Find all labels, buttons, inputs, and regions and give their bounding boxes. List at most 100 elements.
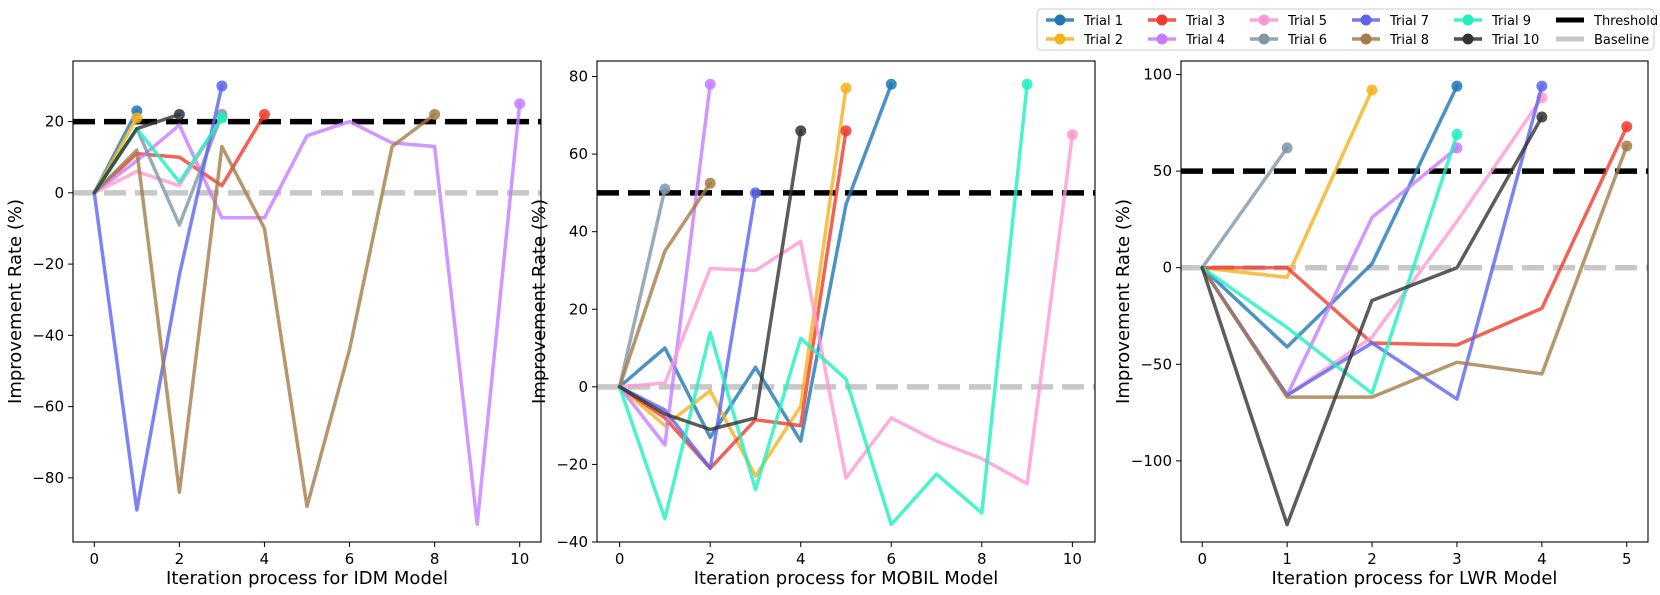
x-tick-label: 4 — [260, 550, 270, 568]
series-line-trial-3 — [617, 129, 848, 471]
legend-marker-trial-9 — [1462, 14, 1474, 26]
series-line-trial-8 — [1200, 144, 1629, 399]
plot-area — [597, 78, 1095, 527]
x-tick-label: 2 — [1367, 550, 1377, 568]
y-tick-label: 20 — [569, 300, 588, 318]
x-tick-label: 0 — [615, 550, 625, 568]
y-tick-label: −60 — [32, 398, 64, 416]
x-tick-label: 2 — [175, 550, 185, 568]
series-line-trial-5 — [1200, 95, 1544, 397]
legend-label-trial-7: Trial 7 — [1389, 14, 1429, 29]
x-axis-label: Iteration process for MOBIL Model — [694, 568, 999, 589]
y-axis-label: Improvement Rate (%) — [529, 199, 550, 404]
series-end-marker-trial-8 — [704, 177, 716, 189]
series-line-trial-10 — [1200, 115, 1544, 527]
x-tick-label: 0 — [89, 550, 99, 568]
series-end-marker-trial-4 — [704, 78, 716, 90]
series-end-marker-trial-7 — [749, 187, 761, 199]
series-end-marker-trial-7 — [1536, 80, 1548, 92]
x-tick-label: 1 — [1282, 550, 1292, 568]
series-line-trial-5 — [617, 132, 1075, 486]
y-tick-label: 40 — [569, 223, 588, 241]
y-tick-label: −100 — [1131, 452, 1172, 470]
series-end-marker-trial-7 — [216, 80, 228, 92]
legend-marker-trial-4 — [1156, 33, 1168, 45]
x-tick-label: 2 — [705, 550, 715, 568]
legend-marker-trial-7 — [1360, 14, 1372, 26]
series-line-trial-9 — [1200, 132, 1459, 396]
series-line-trial-1 — [617, 82, 894, 443]
legend-label-trial-9: Trial 9 — [1491, 14, 1531, 29]
series-line-trial-10 — [617, 129, 803, 432]
y-tick-label: −40 — [32, 326, 64, 344]
legend-frame — [1036, 8, 1655, 51]
legend-label-trial-3: Trial 3 — [1185, 14, 1225, 29]
legend-label-trial-5: Trial 5 — [1287, 14, 1327, 29]
series-end-marker-trial-9 — [1451, 128, 1463, 140]
series-end-marker-trial-8 — [429, 108, 441, 120]
series-end-marker-trial-3 — [1621, 121, 1633, 133]
axes-frame — [1180, 60, 1649, 543]
y-axis-label: Improvement Rate (%) — [5, 199, 26, 404]
series-line-trial-10 — [92, 112, 182, 195]
x-axis-label: Iteration process for LWR Model — [1272, 568, 1558, 589]
series-end-marker-trial-10 — [173, 108, 185, 120]
chart-panel-1: 0 2 4 6 8 10 −80 −60 −40 −20 0 20 Iteration process … — [5, 60, 542, 589]
legend: Trial 1 Trial 2 Trial 3 Trial 4 Trial 5 Trial… — [1036, 8, 1658, 51]
series-line-trial-7 — [1200, 84, 1544, 401]
legend-marker-trial-6 — [1258, 33, 1270, 45]
axes-frame — [72, 60, 542, 543]
y-tick-label: 0 — [54, 184, 64, 202]
y-tick-label: 80 — [569, 68, 588, 86]
series-end-marker-trial-1 — [885, 78, 897, 90]
y-tick-label: 60 — [569, 145, 588, 163]
series-end-marker-trial-9 — [216, 112, 228, 124]
x-tick-label: 6 — [886, 550, 896, 568]
plot-area — [1181, 80, 1648, 527]
y-tick-label: −40 — [556, 533, 588, 551]
series-line-trial-9 — [617, 82, 1029, 527]
legend-label-trial-6: Trial 6 — [1287, 33, 1327, 48]
series-end-marker-trial-4 — [514, 98, 526, 110]
x-tick-label: 8 — [430, 550, 440, 568]
series-end-marker-trial-8 — [1621, 140, 1633, 152]
series-end-marker-trial-10 — [795, 125, 807, 137]
legend-label-trial-1: Trial 1 — [1083, 14, 1123, 29]
series-line-trial-2 — [1200, 88, 1374, 280]
series-end-marker-trial-3 — [258, 108, 270, 120]
series-end-marker-trial-2 — [1366, 84, 1378, 96]
legend-marker-trial-8 — [1360, 33, 1372, 45]
legend-label-trial-4: Trial 4 — [1185, 33, 1225, 48]
series-line-trial-3 — [1200, 124, 1629, 347]
x-tick-label: 6 — [345, 550, 355, 568]
x-axis-label: Iteration process for IDM Model — [166, 568, 448, 589]
series-line-trial-4 — [92, 102, 522, 526]
series-line-trial-6 — [1200, 146, 1289, 270]
y-tick-label: −20 — [32, 255, 64, 273]
x-tick-label: 4 — [1537, 550, 1547, 568]
series-end-marker-trial-2 — [840, 82, 852, 94]
legend-marker-trial-3 — [1156, 14, 1168, 26]
series-line-trial-8 — [617, 181, 712, 389]
series-line-trial-8 — [92, 112, 437, 509]
x-tick-label: 5 — [1622, 550, 1632, 568]
series-end-marker-trial-6 — [1281, 142, 1293, 154]
legend-marker-trial-2 — [1054, 33, 1066, 45]
legend-marker-trial-1 — [1054, 14, 1066, 26]
y-axis-label: Improvement Rate (%) — [1113, 199, 1134, 404]
legend-label-trial-8: Trial 8 — [1389, 33, 1429, 48]
legend-marker-trial-5 — [1258, 14, 1270, 26]
chart-panel-3: 0 1 2 3 4 5 −100 −50 0 50 100 Iteration process for… — [1113, 60, 1649, 589]
series-end-marker-trial-9 — [1021, 78, 1033, 90]
series-line-trial-7 — [92, 84, 224, 512]
series-end-marker-trial-6 — [659, 183, 671, 195]
x-tick-label: 0 — [1197, 550, 1207, 568]
legend-label-trial-10: Trial 10 — [1491, 33, 1539, 48]
series-end-marker-trial-1 — [1451, 80, 1463, 92]
legend-marker-trial-10 — [1462, 33, 1474, 45]
legend-label-trial-2: Trial 2 — [1083, 33, 1123, 48]
x-tick-label: 10 — [1063, 550, 1082, 568]
y-tick-label: −50 — [1140, 355, 1172, 373]
